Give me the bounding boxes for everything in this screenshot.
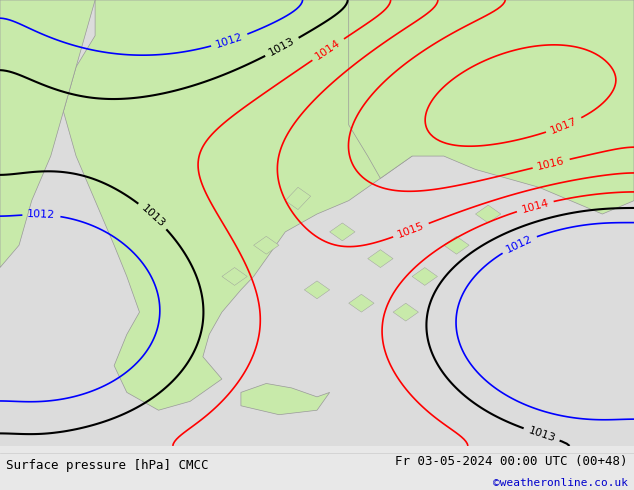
Polygon shape bbox=[304, 281, 330, 299]
Polygon shape bbox=[254, 236, 279, 254]
Text: 1012: 1012 bbox=[214, 31, 244, 49]
Polygon shape bbox=[222, 268, 247, 285]
Text: Surface pressure [hPa] CMCC: Surface pressure [hPa] CMCC bbox=[6, 459, 209, 472]
Polygon shape bbox=[241, 384, 330, 415]
Polygon shape bbox=[285, 187, 311, 210]
Polygon shape bbox=[349, 294, 374, 312]
Text: 1013: 1013 bbox=[527, 425, 557, 444]
Text: 1013: 1013 bbox=[139, 203, 167, 229]
Text: 1012: 1012 bbox=[505, 234, 534, 255]
Text: 1015: 1015 bbox=[396, 220, 426, 240]
Polygon shape bbox=[330, 223, 355, 241]
Text: 1017: 1017 bbox=[549, 116, 579, 136]
Polygon shape bbox=[368, 250, 393, 268]
Text: Fr 03-05-2024 00:00 UTC (00+48): Fr 03-05-2024 00:00 UTC (00+48) bbox=[395, 455, 628, 468]
Text: 1014: 1014 bbox=[314, 38, 342, 62]
Polygon shape bbox=[63, 0, 456, 410]
Polygon shape bbox=[444, 236, 469, 254]
Polygon shape bbox=[412, 268, 437, 285]
Text: 1016: 1016 bbox=[536, 155, 566, 172]
Polygon shape bbox=[393, 303, 418, 321]
Text: ©weatheronline.co.uk: ©weatheronline.co.uk bbox=[493, 478, 628, 489]
Text: 1014: 1014 bbox=[521, 197, 550, 215]
Polygon shape bbox=[0, 0, 95, 268]
Text: 1012: 1012 bbox=[27, 209, 56, 220]
Polygon shape bbox=[476, 205, 501, 223]
Polygon shape bbox=[349, 0, 634, 214]
Text: 1013: 1013 bbox=[268, 36, 297, 58]
